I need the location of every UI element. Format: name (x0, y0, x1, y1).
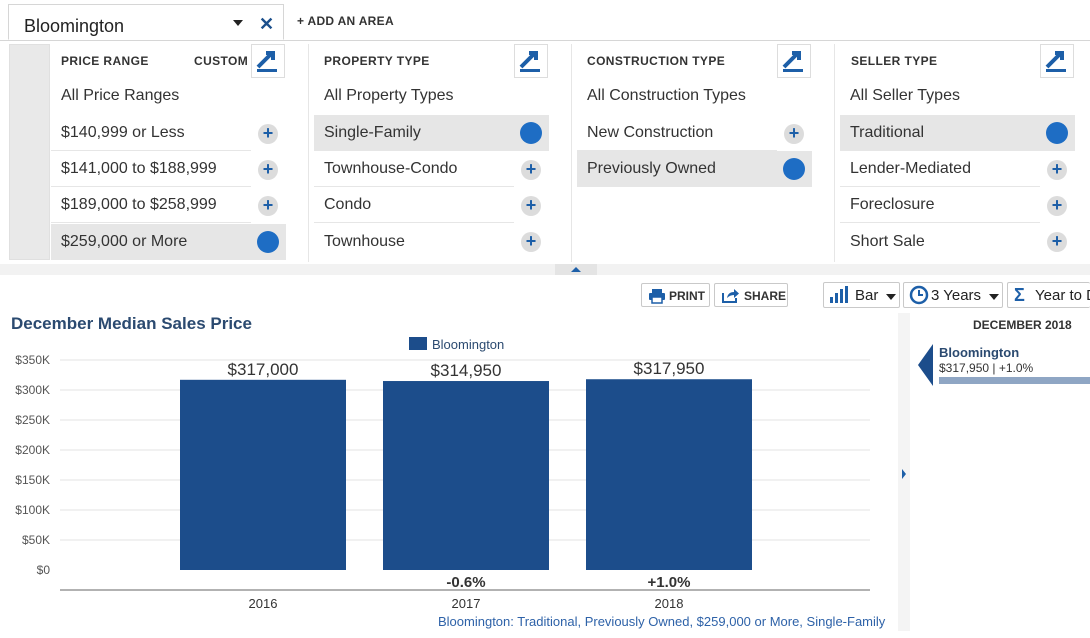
add-plus-icon[interactable]: + (258, 196, 278, 216)
side-panel-bar (939, 377, 1090, 384)
price-option-selected[interactable]: $259,000 or More (51, 224, 286, 260)
bar-value-label: $317,000 (228, 360, 299, 379)
chevron-down-icon (989, 294, 999, 300)
seller-expand-button[interactable] (1040, 44, 1074, 78)
property-option[interactable]: Condo (314, 187, 514, 223)
y-tick-label: $200K (15, 443, 50, 457)
custom-price-link[interactable]: CUSTOM (194, 54, 249, 68)
clock-icon (909, 285, 929, 305)
aggregate-select[interactable]: Σ Year to D (1007, 282, 1090, 308)
property-type-header: PROPERTY TYPE (324, 54, 430, 68)
area-dropdown-icon[interactable] (233, 20, 243, 26)
print-button[interactable]: PRINT (641, 283, 710, 307)
bar-value-label: $314,950 (431, 361, 502, 380)
add-plus-icon[interactable]: + (258, 124, 278, 144)
column-divider (571, 44, 572, 262)
price-all-option[interactable]: All Price Ranges (61, 87, 180, 104)
price-option[interactable]: $140,999 or Less (51, 115, 251, 151)
price-range-header: PRICE RANGE (61, 54, 149, 68)
add-plus-icon[interactable]: + (1047, 232, 1067, 252)
bar-chart-icon (830, 286, 848, 303)
y-tick-label: $100K (15, 503, 50, 517)
y-tick-label: $0 (37, 563, 51, 577)
legend-label: Bloomington (432, 337, 505, 352)
selected-dot-icon[interactable] (257, 231, 279, 253)
price-expand-button[interactable] (251, 44, 285, 78)
chevron-up-icon (571, 267, 581, 272)
selected-dot-icon[interactable] (783, 158, 805, 180)
bar-2016 (180, 379, 346, 570)
add-plus-icon[interactable]: + (1047, 160, 1067, 180)
filter-collapse-strip (0, 264, 1090, 275)
pointer-triangle-icon (918, 344, 933, 386)
side-panel-area: Bloomington (939, 345, 1020, 360)
seller-option-selected[interactable]: Traditional (840, 115, 1075, 151)
seller-type-header: SELLER TYPE (851, 54, 938, 68)
construction-type-header: CONSTRUCTION TYPE (587, 54, 726, 68)
construction-option-selected[interactable]: Previously Owned (577, 151, 812, 187)
sigma-icon: Σ (1014, 285, 1025, 305)
legend-swatch (409, 337, 427, 350)
bar-chart: $0 $50K $100K $150K $200K $250K $300K $350K $317… (15, 353, 870, 610)
side-panel-value: $317,950 | +1.0% (939, 361, 1034, 375)
selected-dot-icon[interactable] (520, 122, 542, 144)
seller-option[interactable]: Foreclosure (840, 187, 1040, 223)
y-tick-label: $150K (15, 473, 50, 487)
chart-type-select[interactable]: Bar (823, 282, 900, 308)
property-all-option[interactable]: All Property Types (324, 87, 454, 104)
column-divider (308, 44, 309, 262)
share-button[interactable]: SHARE (714, 283, 788, 307)
x-tick-label: 2016 (249, 596, 278, 610)
add-plus-icon[interactable]: + (784, 124, 804, 144)
filter-left-handle[interactable] (9, 44, 50, 260)
close-area-icon[interactable]: ✕ (259, 14, 275, 34)
column-divider (834, 44, 835, 262)
price-option[interactable]: $189,000 to $258,999 (51, 187, 251, 223)
chart-title: December Median Sales Price (11, 314, 252, 333)
construction-option[interactable]: New Construction (577, 115, 777, 151)
price-option[interactable]: $141,000 to $188,999 (51, 151, 251, 187)
chart-footnote: Bloomington: Traditional, Previously Own… (438, 614, 886, 629)
add-plus-icon[interactable]: + (521, 160, 541, 180)
add-plus-icon[interactable]: + (258, 160, 278, 180)
property-option[interactable]: Townhouse-Condo (314, 151, 514, 187)
x-tick-label: 2017 (452, 596, 481, 610)
area-name: Bloomington (24, 16, 125, 36)
chevron-down-icon (886, 294, 896, 300)
x-tick-label: 2018 (655, 596, 684, 610)
expand-arrow-icon (256, 51, 277, 72)
add-plus-icon[interactable]: + (1047, 196, 1067, 216)
share-icon (722, 289, 739, 303)
bar-2018 (586, 379, 752, 570)
property-expand-button[interactable] (514, 44, 548, 78)
y-tick-label: $300K (15, 383, 50, 397)
y-tick-label: $250K (15, 413, 50, 427)
expand-arrow-icon (782, 51, 803, 72)
bar-2017 (383, 381, 549, 570)
expand-arrow-icon (1045, 51, 1066, 72)
bar-value-label: $317,950 (634, 359, 705, 378)
expand-arrow-icon (519, 51, 540, 72)
construction-expand-button[interactable] (777, 44, 811, 78)
construction-all-option[interactable]: All Construction Types (587, 87, 746, 104)
seller-option[interactable]: Lender-Mediated (840, 151, 1040, 187)
side-panel-month: DECEMBER 2018 (973, 318, 1072, 332)
bar-change-label: -0.6% (446, 574, 485, 591)
add-plus-icon[interactable]: + (521, 232, 541, 252)
property-option-selected[interactable]: Single-Family (314, 115, 549, 151)
seller-all-option[interactable]: All Seller Types (850, 87, 960, 104)
y-tick-label: $350K (15, 353, 50, 367)
seller-option[interactable]: Short Sale (850, 233, 925, 250)
selected-dot-icon[interactable] (1046, 122, 1068, 144)
printer-icon (649, 289, 665, 304)
property-option[interactable]: Townhouse (324, 233, 405, 250)
add-area-button[interactable]: + ADD AN AREA (297, 14, 394, 28)
add-plus-icon[interactable]: + (521, 196, 541, 216)
bar-change-label: +1.0% (648, 574, 691, 591)
side-panel-toggle[interactable] (898, 313, 910, 631)
time-range-select[interactable]: 3 Years (903, 282, 1003, 308)
collapse-filters-button[interactable] (555, 264, 597, 275)
chevron-right-icon (902, 469, 906, 479)
y-tick-label: $50K (22, 533, 50, 547)
